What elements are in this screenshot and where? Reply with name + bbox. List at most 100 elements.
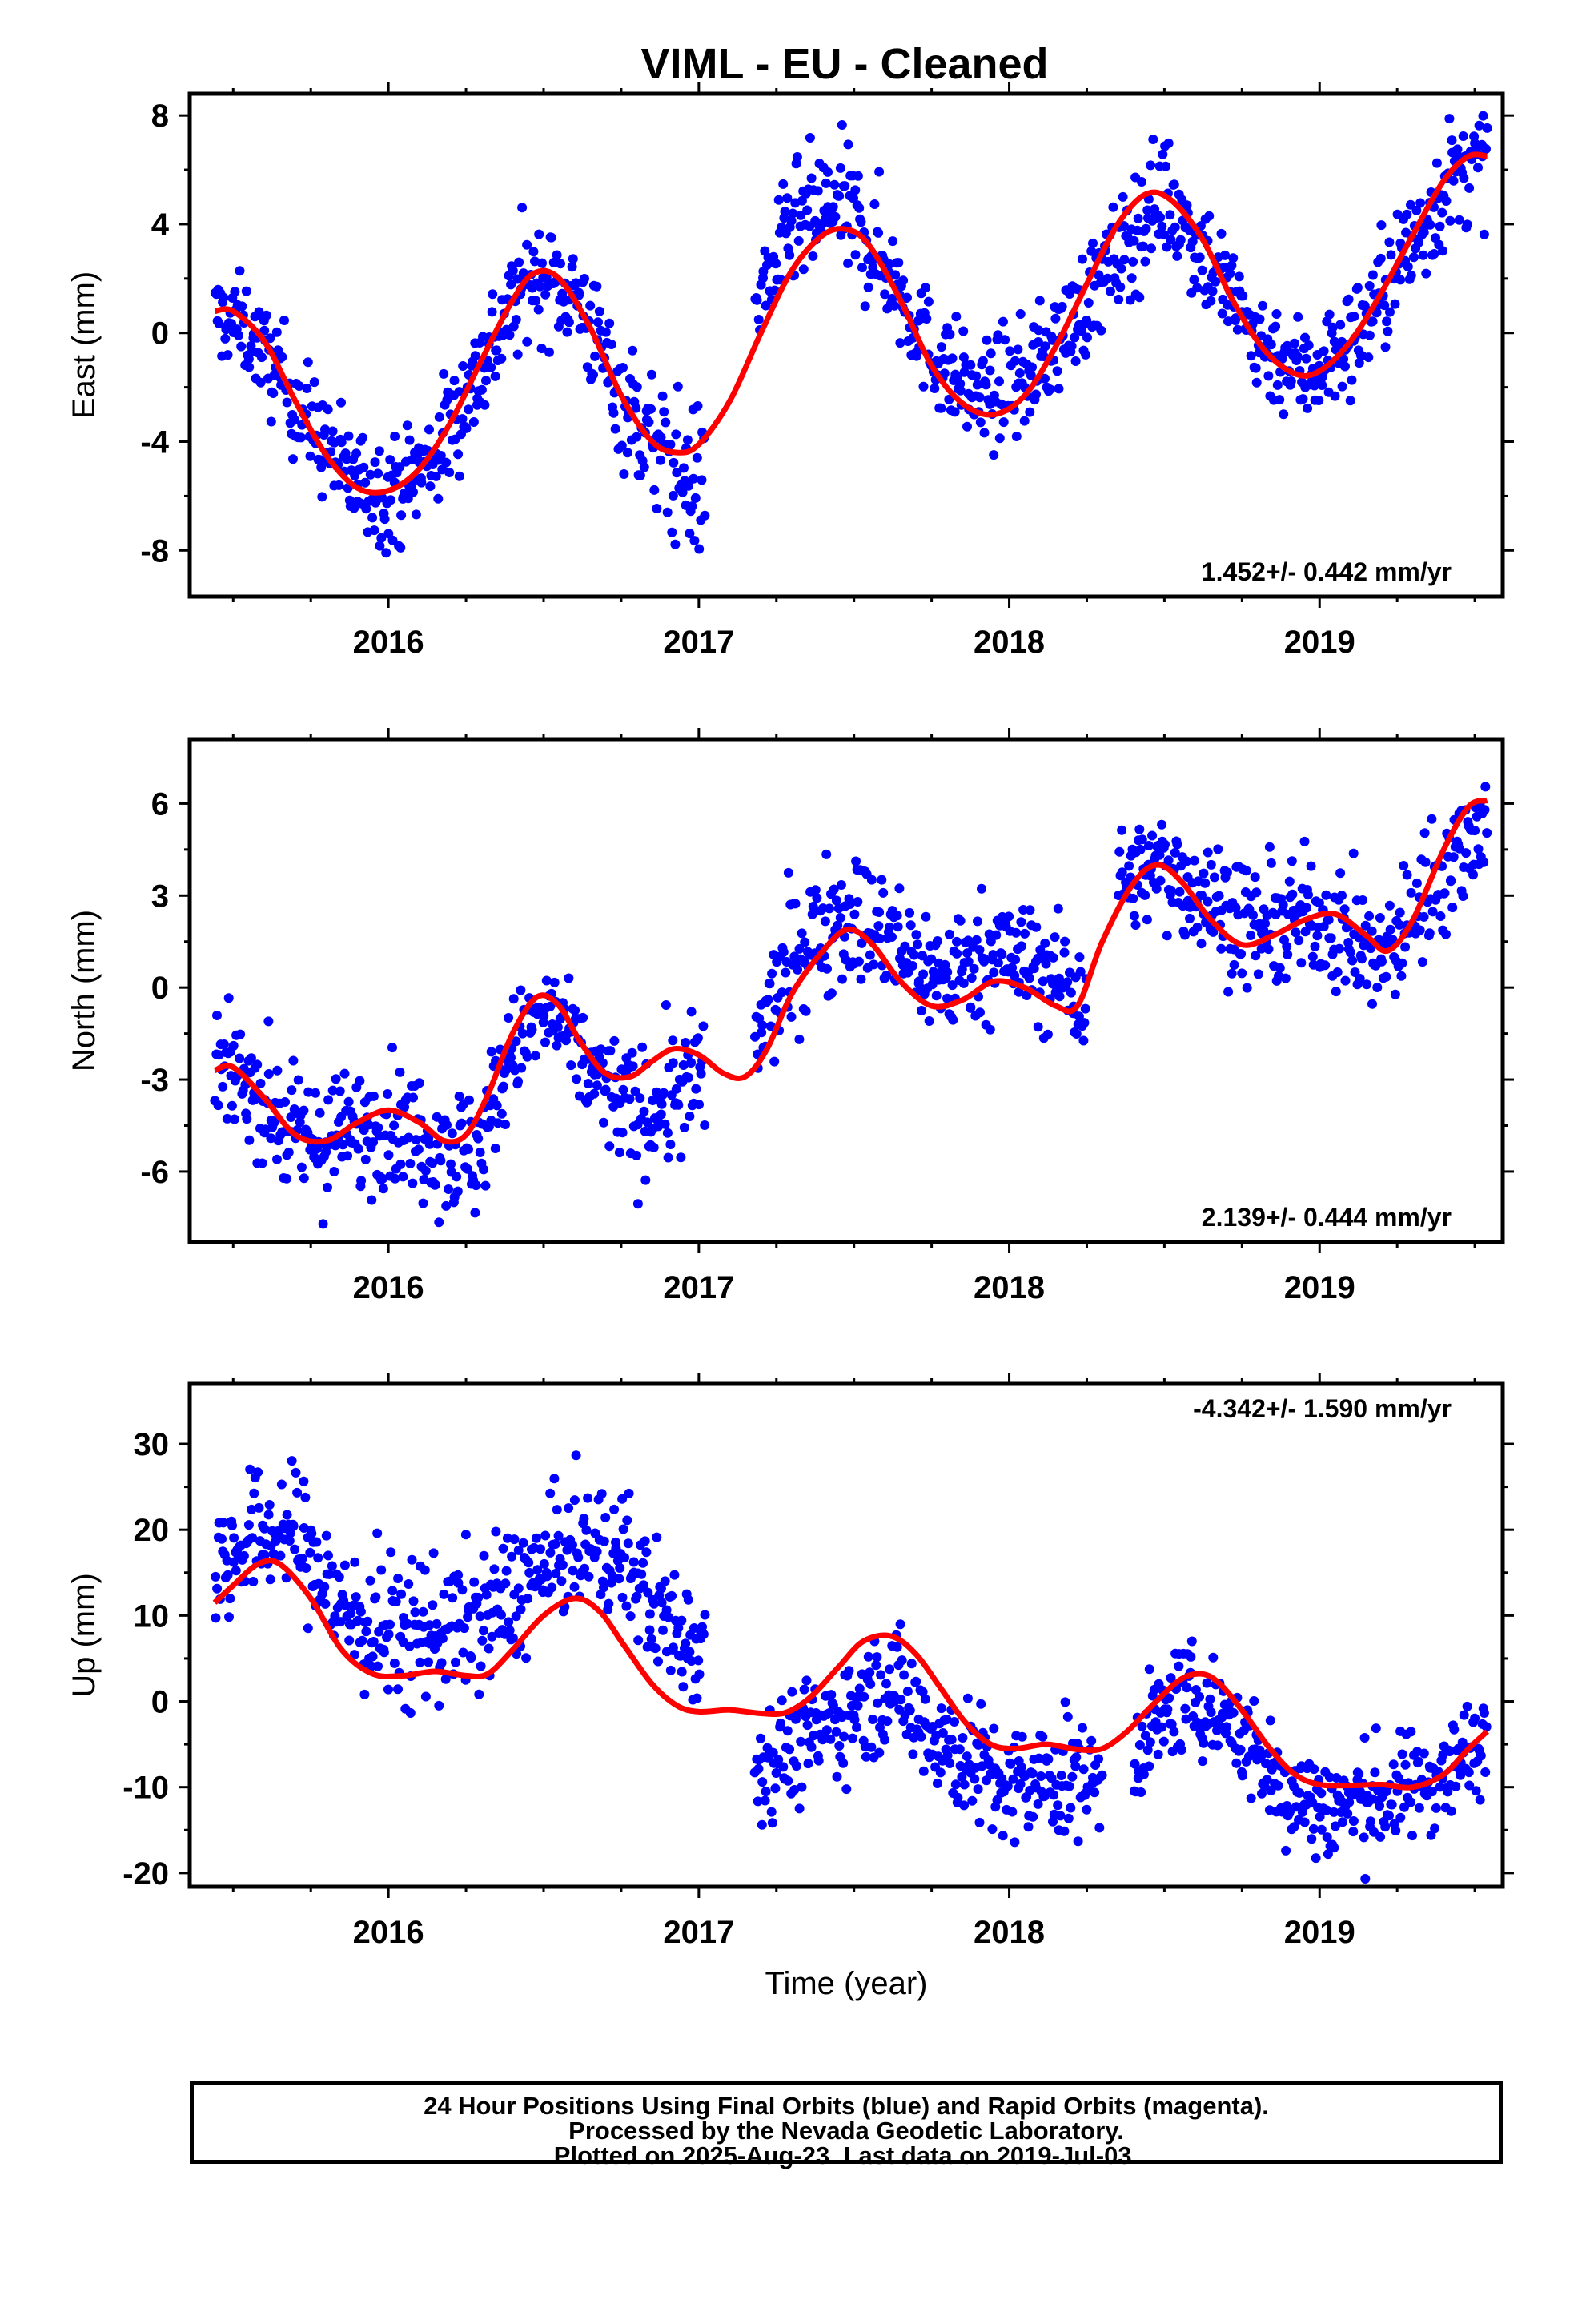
data-point xyxy=(218,1081,228,1092)
data-point xyxy=(1028,1811,1038,1822)
data-point xyxy=(323,404,333,415)
data-point xyxy=(892,1642,902,1652)
data-point xyxy=(557,1560,568,1570)
data-point xyxy=(307,1528,317,1538)
data-point xyxy=(411,1135,421,1145)
data-point xyxy=(958,978,969,988)
data-point xyxy=(1004,911,1014,922)
data-point xyxy=(318,1219,328,1229)
data-point xyxy=(652,504,662,513)
data-point xyxy=(802,1720,813,1731)
data-point xyxy=(477,1635,488,1646)
data-point xyxy=(566,1060,576,1071)
data-point xyxy=(874,907,885,917)
data-point xyxy=(1346,947,1355,958)
data-point xyxy=(1151,883,1162,894)
data-point xyxy=(832,1771,842,1782)
data-point xyxy=(1128,893,1138,903)
data-point xyxy=(1348,1827,1359,1837)
data-point xyxy=(1340,361,1350,372)
data-point xyxy=(625,1611,636,1622)
data-point xyxy=(488,289,498,300)
data-point xyxy=(387,1586,398,1596)
data-point xyxy=(785,250,795,260)
data-point xyxy=(356,1176,367,1186)
data-point xyxy=(1260,919,1270,929)
data-point xyxy=(1200,878,1211,888)
x-tick-label: 2017 xyxy=(663,625,734,660)
data-point xyxy=(513,1583,524,1594)
data-point xyxy=(556,1576,567,1586)
data-point xyxy=(1343,294,1354,304)
data-point xyxy=(418,1606,428,1617)
data-point xyxy=(653,1656,663,1667)
data-point xyxy=(1138,241,1148,251)
data-point xyxy=(828,202,838,212)
data-point xyxy=(944,929,954,939)
data-point xyxy=(1175,235,1186,245)
data-point xyxy=(1079,1018,1090,1028)
data-point xyxy=(628,1061,638,1072)
data-point xyxy=(677,487,688,497)
data-point xyxy=(1041,959,1051,969)
data-point xyxy=(1283,950,1293,959)
data-point xyxy=(489,1564,500,1574)
data-point xyxy=(769,1056,780,1067)
data-point xyxy=(637,1042,648,1052)
data-point xyxy=(1214,891,1224,901)
data-point xyxy=(1278,899,1288,910)
data-point xyxy=(1383,326,1393,336)
data-point xyxy=(299,1105,309,1116)
data-point xyxy=(239,1550,249,1561)
data-point xyxy=(1066,341,1077,352)
data-point xyxy=(670,539,681,549)
fit-curve xyxy=(213,798,1488,1145)
data-point xyxy=(1114,294,1124,304)
data-point xyxy=(942,967,953,977)
data-point xyxy=(1366,1816,1375,1827)
y-tick-label: 10 xyxy=(134,1598,170,1634)
x-tick-label: 2018 xyxy=(974,625,1045,660)
data-point xyxy=(1406,887,1416,898)
data-point xyxy=(1024,973,1034,983)
data-point xyxy=(1078,1035,1089,1046)
data-point xyxy=(264,1500,275,1510)
data-point xyxy=(331,1140,340,1151)
data-point xyxy=(639,462,649,472)
data-point xyxy=(993,958,1003,968)
data-point xyxy=(367,1195,377,1205)
data-point xyxy=(962,948,973,959)
data-point xyxy=(957,1771,967,1782)
data-point xyxy=(387,1043,397,1053)
data-point xyxy=(385,455,396,465)
data-point xyxy=(1060,936,1070,947)
y-tick-label: 0 xyxy=(151,316,169,352)
data-point xyxy=(1050,313,1061,324)
data-point xyxy=(415,1657,425,1667)
data-point xyxy=(697,1622,707,1632)
data-point xyxy=(1275,963,1285,973)
data-point xyxy=(242,1114,252,1124)
data-point xyxy=(508,994,519,1004)
data-point xyxy=(588,369,598,380)
data-point xyxy=(840,181,850,191)
data-point xyxy=(1216,943,1227,954)
rate-annotation: 1.452+/- 0.442 mm/yr xyxy=(1202,557,1452,586)
data-point xyxy=(1034,325,1044,336)
data-point xyxy=(346,1608,356,1618)
data-point xyxy=(1040,938,1050,948)
data-point xyxy=(365,1575,375,1586)
data-point xyxy=(895,338,905,348)
data-point xyxy=(794,943,805,954)
data-point xyxy=(942,1751,953,1760)
data-point xyxy=(580,1563,589,1574)
data-point xyxy=(405,1159,416,1168)
data-point xyxy=(1370,1767,1380,1778)
data-point xyxy=(1420,857,1431,867)
data-point xyxy=(1451,1781,1461,1791)
data-point xyxy=(569,1582,580,1592)
data-point xyxy=(1415,925,1425,935)
data-point xyxy=(469,1577,480,1587)
data-point xyxy=(323,1182,332,1192)
data-point xyxy=(596,1044,606,1055)
